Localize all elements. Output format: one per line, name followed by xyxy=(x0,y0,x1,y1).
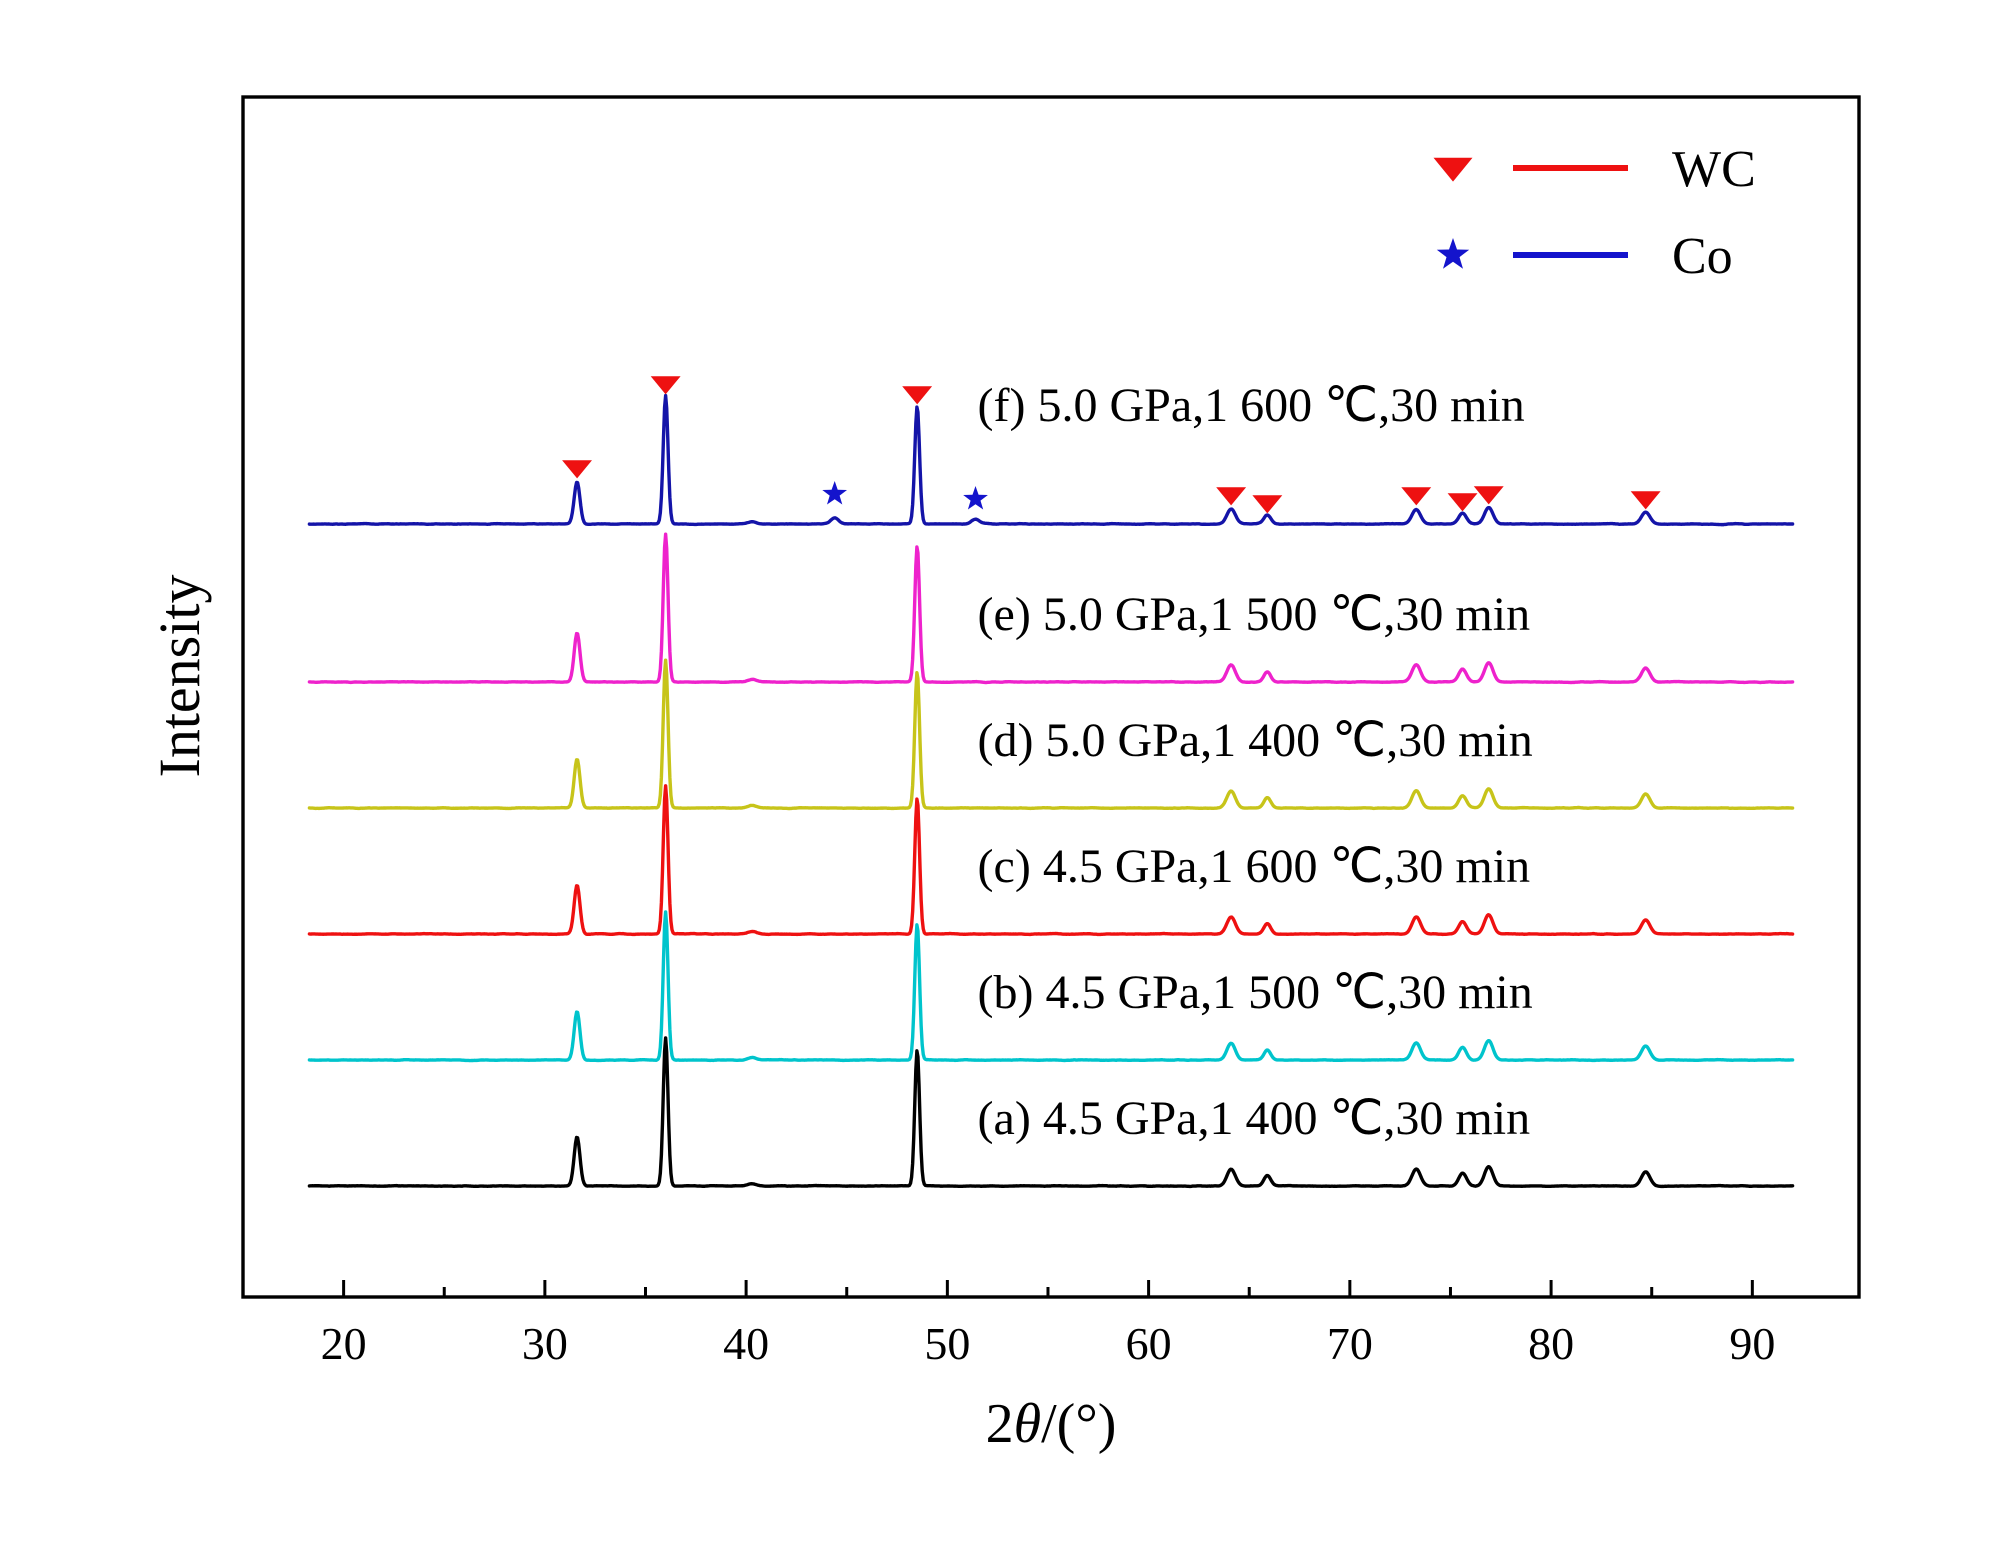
svg-text:(f) 5.0 GPa,1 600 ℃,30 min: (f) 5.0 GPa,1 600 ℃,30 min xyxy=(978,379,1525,432)
svg-text:WC: WC xyxy=(1672,141,1756,198)
svg-text:90: 90 xyxy=(1729,1318,1775,1369)
svg-text:Intensity: Intensity xyxy=(147,575,212,778)
svg-text:Co: Co xyxy=(1672,228,1733,285)
svg-text:40: 40 xyxy=(723,1318,769,1369)
svg-text:80: 80 xyxy=(1528,1318,1574,1369)
svg-text:60: 60 xyxy=(1126,1318,1172,1369)
svg-text:(e) 5.0 GPa,1 500 ℃,30 min: (e) 5.0 GPa,1 500 ℃,30 min xyxy=(978,588,1531,641)
svg-text:2θ/(°): 2θ/(°) xyxy=(986,1393,1117,1455)
svg-text:(c) 4.5 GPa,1 600 ℃,30 min: (c) 4.5 GPa,1 600 ℃,30 min xyxy=(978,840,1531,893)
svg-text:50: 50 xyxy=(924,1318,970,1369)
svg-text:30: 30 xyxy=(522,1318,568,1369)
svg-text:(a) 4.5 GPa,1 400 ℃,30 min: (a) 4.5 GPa,1 400 ℃,30 min xyxy=(978,1092,1531,1145)
svg-text:(b) 4.5 GPa,1 500 ℃,30 min: (b) 4.5 GPa,1 500 ℃,30 min xyxy=(978,966,1533,1019)
svg-text:70: 70 xyxy=(1327,1318,1373,1369)
svg-text:20: 20 xyxy=(321,1318,367,1369)
svg-text:(d) 5.0 GPa,1 400 ℃,30 min: (d) 5.0 GPa,1 400 ℃,30 min xyxy=(978,714,1533,767)
